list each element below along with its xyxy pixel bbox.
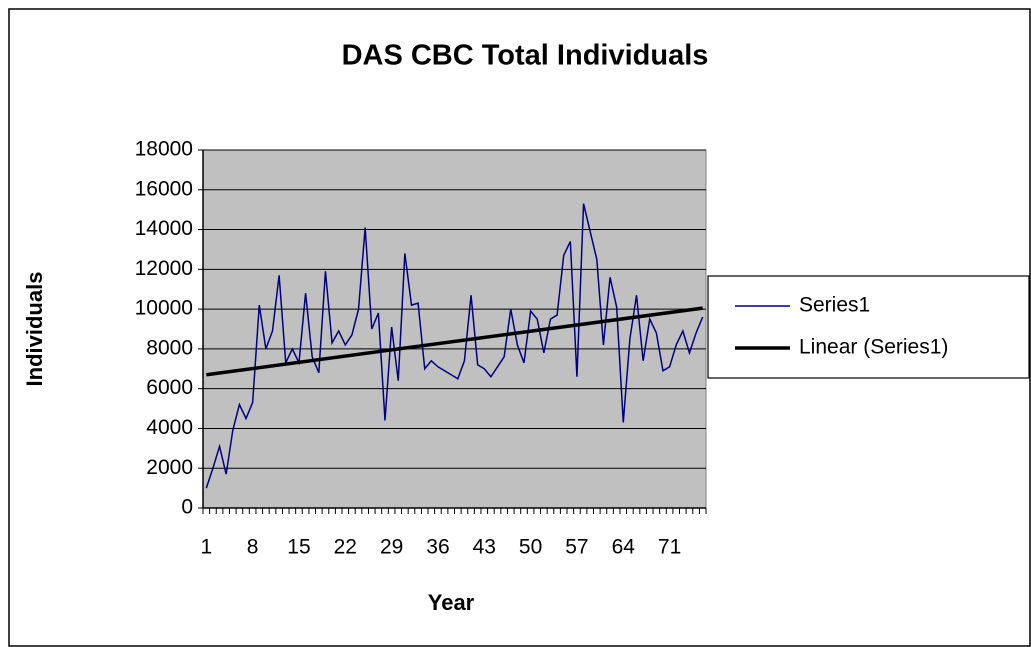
legend-label: Linear (Series1) — [799, 336, 948, 359]
x-tick-label: 50 — [519, 536, 542, 559]
legend-box — [707, 275, 1030, 379]
x-tick-label: 43 — [473, 536, 496, 559]
y-axis-label: Individuals — [22, 272, 47, 387]
x-tick-label: 8 — [247, 536, 259, 559]
x-tick-label: 71 — [658, 536, 681, 559]
x-tick-label: 64 — [612, 536, 636, 559]
y-tick-label: 2000 — [146, 456, 193, 479]
y-tick-label: 14000 — [135, 217, 193, 240]
trend-line — [206, 306, 703, 377]
legend-label: Series1 — [799, 294, 870, 317]
y-tick-label: 10000 — [135, 297, 193, 320]
y-tick-label: 12000 — [135, 257, 193, 280]
y-tick-label: 4000 — [146, 416, 193, 439]
y-tick-label: 8000 — [146, 336, 193, 359]
x-axis-label: Year — [428, 590, 475, 615]
x-tick-label: 22 — [334, 536, 357, 559]
x-tick-label: 1 — [200, 536, 212, 559]
y-tick-label: 6000 — [146, 376, 193, 399]
x-tick-label: 36 — [426, 536, 449, 559]
chart-title: DAS CBC Total Individuals — [342, 40, 709, 72]
y-tick-label: 16000 — [135, 177, 193, 200]
series-line — [205, 203, 704, 489]
x-tick-label: 15 — [287, 536, 310, 559]
x-tick-label: 57 — [565, 536, 588, 559]
plot-area — [202, 149, 707, 509]
x-tick-label: 29 — [380, 536, 403, 559]
y-tick-label: 0 — [181, 496, 193, 519]
y-tick-label: 18000 — [135, 138, 193, 161]
